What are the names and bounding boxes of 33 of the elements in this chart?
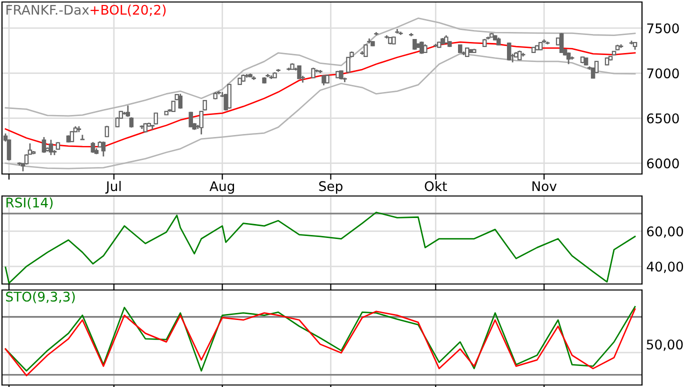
- candlestick: [364, 44, 368, 58]
- candlestick: [420, 40, 424, 54]
- candlestick: [559, 32, 564, 54]
- text: 50,00: [646, 340, 683, 351]
- y-tick-label: 6000: [647, 158, 679, 168]
- candlestick: [101, 140, 106, 158]
- candlestick: [48, 139, 54, 156]
- line-series: [4, 53, 636, 170]
- line-series: [4, 212, 636, 284]
- x-tick-label: Okt: [424, 180, 447, 192]
- candlestick: [506, 42, 512, 62]
- candlestick: [325, 74, 330, 84]
- x-tick-label: Nov: [532, 181, 557, 192]
- line-series: [4, 18, 636, 117]
- y-tick-label: 6500: [647, 113, 679, 124]
- chart-title: RSI(14): [6, 197, 53, 210]
- y-tick-label: 40,00: [646, 262, 684, 273]
- candlestick: [297, 65, 302, 80]
- y-tick-label: 60,00: [647, 226, 684, 238]
- text: +BOL(20;2): [90, 4, 166, 16]
- chart-title: FRANKF.-Dax: [6, 4, 90, 15]
- candlestick: [90, 141, 96, 154]
- x-tick-label: Aug: [210, 181, 234, 194]
- y-tick-label: 7500: [647, 23, 679, 34]
- candlestick: [178, 93, 182, 110]
- chart-title: STO(9,3,3): [6, 291, 75, 304]
- candlestick: [42, 136, 46, 154]
- x-tick-label: Sep: [319, 181, 342, 194]
- candlestick: [154, 112, 158, 126]
- candlestick: [24, 153, 29, 166]
- candlestick: [346, 56, 350, 74]
- x-tick-label: Jul: [105, 180, 121, 194]
- y-tick-label: 7000: [647, 68, 679, 78]
